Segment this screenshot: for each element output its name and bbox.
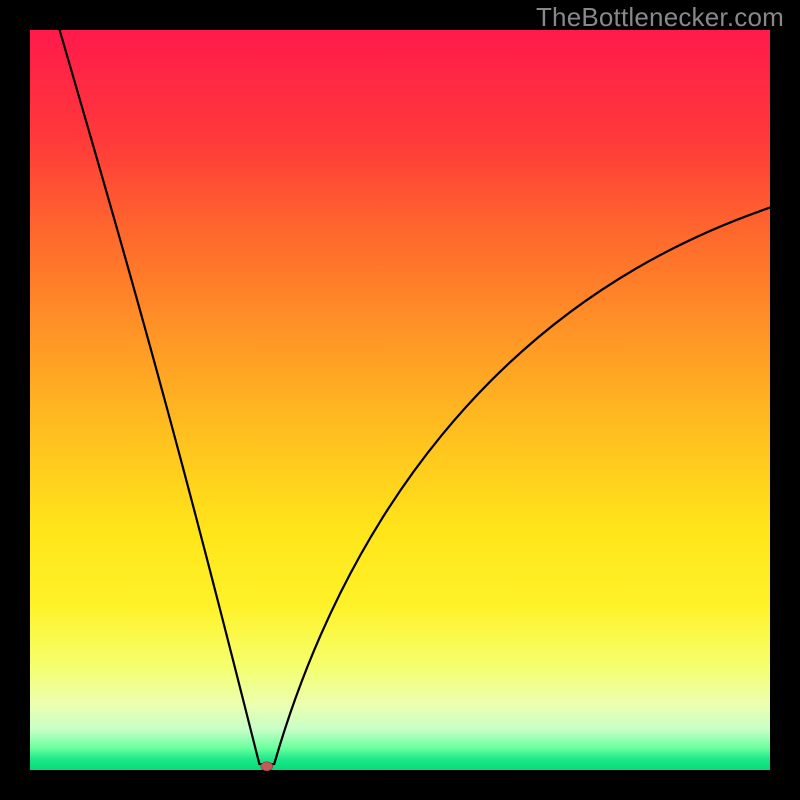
- chart-stage: TheBottlenecker.com: [0, 0, 800, 800]
- optimal-point-marker: [261, 762, 273, 771]
- plot-area: [30, 30, 770, 770]
- bottleneck-chart: [0, 0, 800, 800]
- watermark-text: TheBottlenecker.com: [536, 2, 784, 33]
